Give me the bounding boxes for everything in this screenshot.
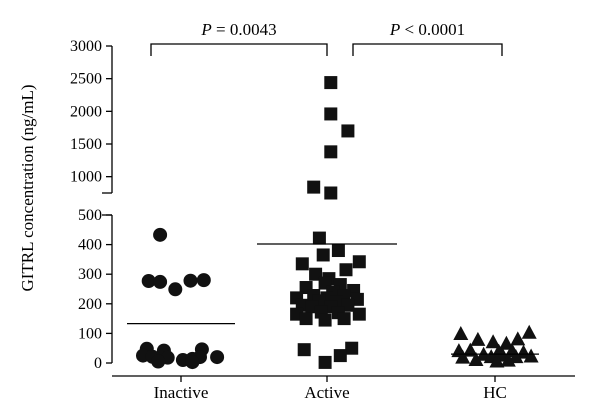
data-point-inactive <box>151 354 166 369</box>
data-point-hc <box>516 344 531 359</box>
data-point-active <box>299 312 313 326</box>
data-point-active <box>316 248 330 262</box>
data-point-inactive <box>153 227 168 242</box>
data-point-active <box>307 180 321 194</box>
y-tick-label: 500 <box>78 207 102 224</box>
x-tick-label: Active <box>304 383 349 402</box>
y-tick-label: 300 <box>78 266 102 283</box>
p-value: < 0.0001 <box>400 20 465 39</box>
data-point-hc <box>455 349 471 364</box>
significance-bracket <box>352 43 503 56</box>
data-point-active <box>324 145 338 159</box>
data-point-hc <box>498 335 514 350</box>
y-axis-label: GITRL concentration (ng/mL) <box>18 84 37 291</box>
data-point-hc <box>500 352 516 367</box>
data-point-inactive <box>185 355 200 370</box>
y-tick-label: 1000 <box>70 169 102 186</box>
data-point-active <box>331 244 345 258</box>
data-point-active <box>345 341 359 355</box>
data-point-hc <box>508 349 524 364</box>
data-point-active <box>324 107 338 121</box>
p-value: = 0.0043 <box>212 20 277 39</box>
data-point-hc <box>453 325 469 340</box>
y-tick-label: 200 <box>78 296 102 313</box>
data-point-hc <box>510 331 526 346</box>
y-tick-label: 1500 <box>70 136 102 153</box>
p-symbol: P <box>200 20 211 39</box>
data-point-inactive <box>183 273 198 288</box>
data-point-active <box>324 186 338 200</box>
data-point-active <box>341 124 355 138</box>
y-tick-label: 2500 <box>70 71 102 88</box>
data-point-hc <box>470 331 486 346</box>
p-value-label: P < 0.0001 <box>389 20 465 39</box>
data-point-inactive <box>141 274 156 289</box>
data-point-inactive <box>153 274 168 289</box>
data-points <box>136 76 539 370</box>
data-point-hc <box>489 353 505 368</box>
data-point-active <box>337 312 351 326</box>
data-point-inactive <box>210 350 225 365</box>
data-point-active <box>297 343 311 357</box>
data-point-hc <box>521 324 537 339</box>
data-point-inactive <box>196 273 211 288</box>
data-point-active <box>318 313 332 327</box>
data-point-hc <box>468 352 484 367</box>
data-point-active <box>318 355 332 369</box>
data-point-active <box>324 76 338 90</box>
p-value-label: P = 0.0043 <box>200 20 276 39</box>
data-point-active <box>333 349 347 363</box>
y-tick-label: 3000 <box>70 38 102 55</box>
significance-annotations: P = 0.0043 P < 0.0001 <box>150 20 503 56</box>
p-symbol: P <box>389 20 400 39</box>
y-tick-label: 2000 <box>70 103 102 120</box>
data-point-active <box>352 255 366 269</box>
y-tick-label: 400 <box>78 237 102 254</box>
x-tick-label: HC <box>483 383 507 402</box>
data-point-active <box>339 263 353 277</box>
data-point-hc <box>485 334 501 349</box>
y-tick-label: 0 <box>94 355 102 372</box>
data-point-inactive <box>168 282 183 297</box>
data-point-hc <box>462 342 478 357</box>
data-point-active <box>295 257 309 271</box>
mean-lines <box>127 243 539 355</box>
data-point-active <box>312 231 326 245</box>
significance-bracket <box>150 43 328 56</box>
y-tick-label: 100 <box>78 325 102 342</box>
x-tick-label: Inactive <box>154 383 209 402</box>
data-point-hc <box>523 348 539 363</box>
axes: 0 100 200 300 400 500 1000 1500 2000 2500 3000 Inac… <box>70 38 575 402</box>
data-point-active <box>352 307 366 321</box>
